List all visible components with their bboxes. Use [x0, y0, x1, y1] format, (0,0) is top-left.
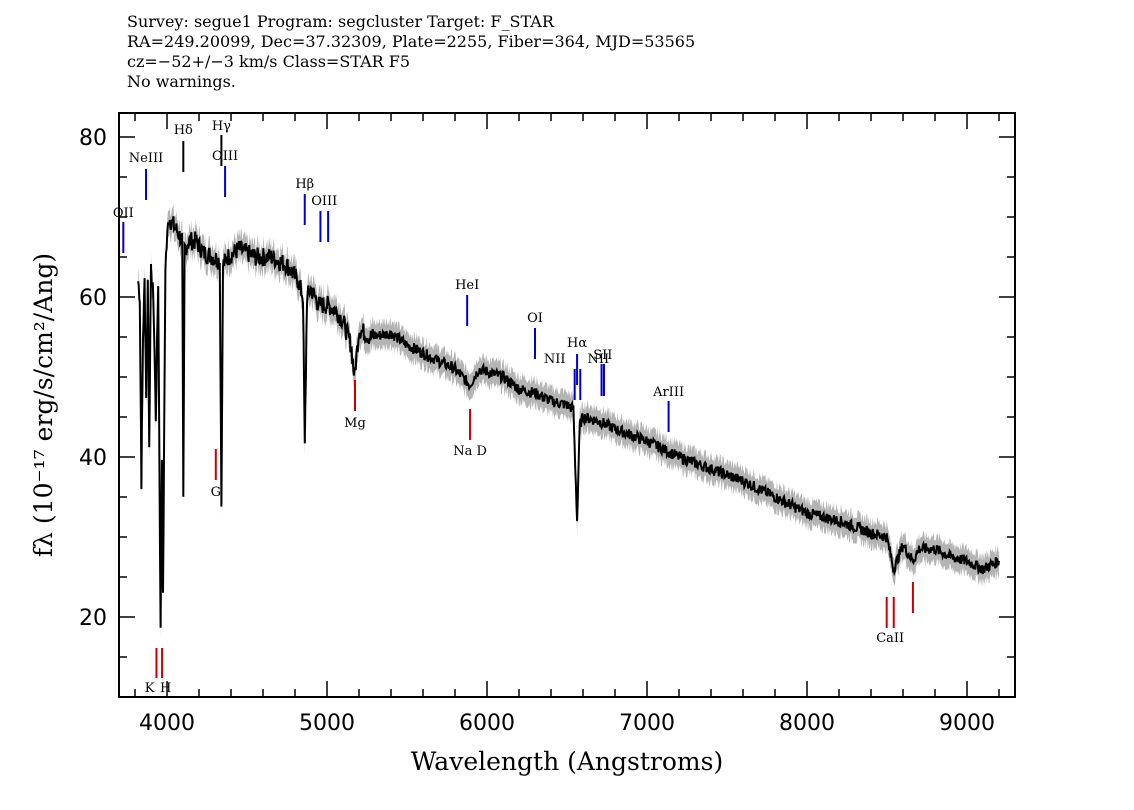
- axis-tick-labels: 4000 5000 6000 7000 8000 9000 20 40 60 80: [79, 126, 995, 736]
- absorption-line-label: H: [160, 681, 171, 696]
- y-tick-label: 40: [79, 446, 107, 471]
- emission-line-label: ArIII: [652, 385, 684, 400]
- absorption-line-label: CaII: [876, 631, 904, 646]
- emission-line-label: NII: [587, 352, 609, 367]
- absorption-line-label: G: [211, 485, 221, 500]
- emission-line-label: Hα: [567, 336, 587, 351]
- x-tick-label: 5000: [299, 711, 355, 736]
- emission-line-label: NII: [544, 352, 566, 367]
- emission-line-label: HeI: [455, 278, 479, 293]
- x-tick-label: 4000: [139, 711, 195, 736]
- x-tick-label: 8000: [779, 711, 835, 736]
- emission-line-label: OI: [527, 311, 543, 326]
- y-tick-label: 80: [79, 126, 107, 151]
- y-tick-label: 60: [79, 286, 107, 311]
- emission-line-label: Hγ: [212, 119, 231, 134]
- error-band: [138, 203, 999, 641]
- spectrum-series: [137, 216, 1000, 628]
- x-tick-label: 7000: [619, 711, 675, 736]
- spectrum-line: [137, 216, 1000, 628]
- absorption-line-label: Na D: [453, 444, 487, 459]
- absorption-line-label: Mg: [344, 416, 366, 431]
- x-axis-title: Wavelength (Angstroms): [411, 747, 723, 776]
- emission-line-label: SII: [593, 348, 612, 363]
- header-survey-line: Survey: segue1 Program: segcluster Targe…: [127, 12, 554, 31]
- x-tick-label: 9000: [939, 711, 995, 736]
- header-warnings-line: No warnings.: [127, 72, 236, 91]
- emission-line-label: NeIII: [129, 151, 163, 166]
- emission-line-label: OIII: [212, 149, 238, 164]
- y-tick-label: 20: [79, 606, 107, 631]
- plot-frame: [118, 112, 1016, 698]
- axis-ticks: [119, 113, 1015, 697]
- header-redshift-line: cz=−52+/−3 km/s Class=STAR F5: [127, 52, 411, 71]
- error-band-area: [138, 203, 999, 641]
- emission-line-label: OIII: [311, 194, 337, 209]
- header-coordinates-line: RA=249.20099, Dec=37.32309, Plate=2255, …: [127, 32, 696, 51]
- emission-line-label: Hβ: [295, 177, 314, 192]
- spectrum-header: Survey: segue1 Program: segcluster Targe…: [127, 12, 695, 92]
- x-tick-label: 6000: [459, 711, 515, 736]
- absorption-line-label: K: [145, 681, 155, 696]
- emission-line-label: Hδ: [174, 123, 193, 138]
- y-axis-title: fλ (10⁻¹⁷ erg/s/cm²/Ang): [29, 253, 58, 557]
- emission-line-label: OII: [113, 206, 134, 221]
